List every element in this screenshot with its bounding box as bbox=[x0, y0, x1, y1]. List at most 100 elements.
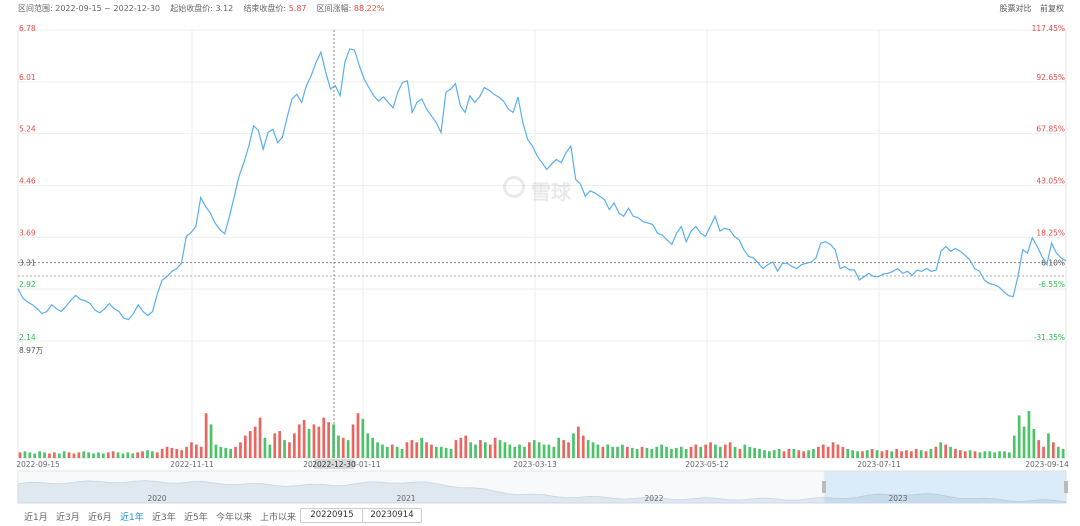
volume-bar bbox=[547, 444, 551, 458]
volume-bar bbox=[38, 451, 41, 458]
range-1y-button[interactable]: 近1年 bbox=[120, 513, 144, 523]
x-tick-label: 2023-07-11 bbox=[857, 460, 901, 469]
volume-bar bbox=[939, 442, 943, 458]
volume-bar bbox=[474, 444, 477, 458]
x-tick-label: 2022-11-11 bbox=[170, 460, 214, 469]
volume-bar bbox=[317, 426, 321, 458]
range-ytd-button[interactable]: 今年以来 bbox=[216, 513, 253, 523]
volume-bar bbox=[694, 444, 698, 458]
volume-bar bbox=[248, 431, 252, 458]
volume-bar bbox=[880, 451, 884, 458]
volume-bar bbox=[1032, 428, 1036, 458]
range-label: 区间范围: bbox=[18, 4, 53, 13]
range-5y-button[interactable]: 近5年 bbox=[184, 513, 208, 523]
range-3y-button[interactable]: 近3年 bbox=[152, 513, 176, 523]
volume-bar bbox=[826, 446, 830, 458]
volume-bar bbox=[165, 446, 169, 458]
forward-adjust-link[interactable]: 前复权 bbox=[1040, 4, 1064, 13]
crosshair-date-label: 2022-12-30 bbox=[312, 460, 356, 469]
volume-bar bbox=[273, 433, 277, 458]
stock-compare-link[interactable]: 股票对比 bbox=[999, 4, 1032, 13]
volume-bar bbox=[322, 417, 326, 458]
volume-bar bbox=[175, 449, 179, 458]
volume-bar bbox=[67, 452, 71, 458]
volume-bar bbox=[351, 424, 355, 458]
range-3m-button[interactable]: 近3月 bbox=[56, 513, 80, 523]
volume-bar bbox=[268, 444, 272, 458]
volume-bar bbox=[1003, 451, 1006, 458]
start-date-input[interactable]: 20220915 bbox=[300, 508, 364, 523]
volume-bar bbox=[141, 451, 144, 458]
volume-bar bbox=[738, 449, 742, 458]
volume-bar bbox=[332, 424, 335, 458]
volume-bar bbox=[993, 452, 996, 458]
volume-bar bbox=[214, 444, 218, 458]
volume-bar bbox=[464, 435, 468, 458]
range-selector-bar: 近1月 近3月 近6月 近1年 近3年 近5年 今年以来 上市以来 202209… bbox=[18, 508, 1078, 524]
navigator-handle-left bbox=[822, 481, 826, 493]
x-tick-label: 3-01-11 bbox=[351, 460, 380, 469]
volume-bar bbox=[33, 453, 37, 458]
volume-bar bbox=[136, 452, 139, 458]
volume-bar bbox=[386, 446, 389, 458]
x-tick-label: 2023-03-13 bbox=[513, 460, 557, 469]
volume-bar bbox=[841, 446, 845, 458]
volume-bar bbox=[577, 426, 580, 458]
volume-bar bbox=[57, 453, 61, 458]
navigator-selection bbox=[823, 470, 1067, 504]
volume-bar bbox=[204, 413, 208, 458]
start-close-value: 3.12 bbox=[215, 4, 234, 13]
volume-bar bbox=[121, 453, 125, 458]
volume-bar bbox=[670, 449, 673, 458]
navigator-year-label: 2020 bbox=[147, 494, 166, 503]
volume-bar bbox=[219, 446, 223, 458]
end-date-input[interactable]: 20230914 bbox=[362, 508, 422, 523]
volume-bar bbox=[488, 444, 492, 458]
navigator-year-label: 2023 bbox=[888, 494, 907, 503]
volume-bar bbox=[856, 451, 859, 458]
volume-bar bbox=[870, 449, 874, 458]
volume-bar bbox=[1052, 442, 1055, 458]
range-1m-button[interactable]: 近1月 bbox=[24, 513, 48, 523]
range-since-listing-button[interactable]: 上市以来 bbox=[260, 513, 297, 523]
volume-bar bbox=[748, 446, 752, 458]
volume-bar bbox=[861, 451, 864, 458]
y-tick-left: 6.78 bbox=[19, 24, 36, 33]
volume-bar bbox=[797, 450, 801, 458]
volume-bar bbox=[963, 451, 967, 458]
volume-bar bbox=[185, 446, 188, 458]
x-tick-label: 2022-09-15 bbox=[16, 460, 60, 469]
volume-bar bbox=[968, 450, 972, 458]
price-chart[interactable]: 6.78 117.45% 6.01 92.65% 5.24 67.85% 4.46 43.05… bbox=[0, 0, 1080, 506]
volume-bar bbox=[410, 440, 414, 458]
volume-bar bbox=[283, 440, 286, 458]
volume-bar bbox=[831, 442, 835, 458]
y-tick-right: -6.55% bbox=[1038, 280, 1065, 289]
volume-bar bbox=[1037, 440, 1041, 458]
volume-bar bbox=[195, 444, 198, 458]
volume-bar bbox=[346, 440, 350, 458]
volume-bar bbox=[425, 442, 428, 458]
y-tick-left: 4.46 bbox=[19, 177, 36, 186]
volume-bar bbox=[635, 449, 639, 458]
volume-bar bbox=[733, 446, 737, 458]
chart-frame bbox=[17, 29, 1067, 459]
volume-bar bbox=[288, 442, 291, 458]
volume-bar bbox=[611, 446, 614, 458]
volume-bar bbox=[846, 449, 850, 458]
volume-bar bbox=[586, 440, 590, 458]
volume-bar bbox=[18, 452, 22, 458]
volume-bar bbox=[542, 444, 546, 458]
crosshair-date-box bbox=[314, 459, 354, 469]
y-tick-right: 117.45% bbox=[1032, 24, 1065, 33]
volume-bar bbox=[983, 451, 987, 458]
volume-bar bbox=[82, 451, 86, 458]
volume-bar bbox=[513, 446, 517, 458]
volume-bar bbox=[170, 447, 174, 458]
volume-bar bbox=[817, 446, 820, 458]
range-6m-button[interactable]: 近6月 bbox=[88, 513, 112, 523]
y-tick-right: 18.25% bbox=[1036, 228, 1065, 237]
volume-bar bbox=[621, 444, 624, 458]
volume-bar bbox=[302, 419, 306, 458]
volume-bar bbox=[341, 437, 345, 458]
